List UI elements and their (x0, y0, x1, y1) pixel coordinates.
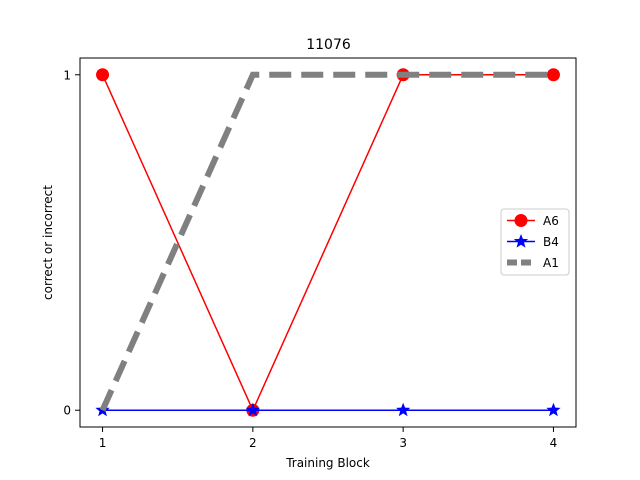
y-axis: 01 (63, 68, 80, 418)
data-point-A6-4 (546, 68, 560, 82)
x-axis: 1 2 3 4 (99, 427, 558, 450)
series-line-A6 (101, 74, 554, 413)
series-B4 (95, 402, 561, 417)
series-A1 (99, 71, 554, 412)
series-A6 (96, 68, 560, 417)
legend-label-A6: A6 (543, 214, 559, 228)
x-tick-label-1: 1 (99, 436, 107, 450)
legend-label-B4: B4 (543, 235, 559, 249)
axes-frame (79, 57, 577, 428)
data-point-A6-1 (96, 68, 110, 82)
y-tick-label-0: 0 (63, 404, 71, 418)
legend-marker-B4 (513, 234, 529, 248)
x-tick-label-4: 4 (550, 436, 558, 450)
legend-marker-A6 (514, 214, 528, 227)
legend: A6 B4 A1 (500, 208, 570, 276)
plot-area (95, 68, 561, 417)
data-point-B4-3 (396, 402, 411, 417)
x-tick-label-3: 3 (399, 436, 407, 450)
chart-title: 11076 (306, 37, 351, 53)
x-tick-label-2: 2 (249, 436, 257, 450)
data-point-B4-4 (546, 402, 561, 417)
y-tick-label-1: 1 (63, 68, 71, 82)
data-point-B4-2 (245, 402, 260, 417)
y-axis-label: correct or incorrect (41, 185, 55, 300)
x-axis-label: Training Block (285, 456, 370, 470)
series-line-A1 (99, 71, 554, 412)
legend-label-A1: A1 (543, 256, 559, 270)
